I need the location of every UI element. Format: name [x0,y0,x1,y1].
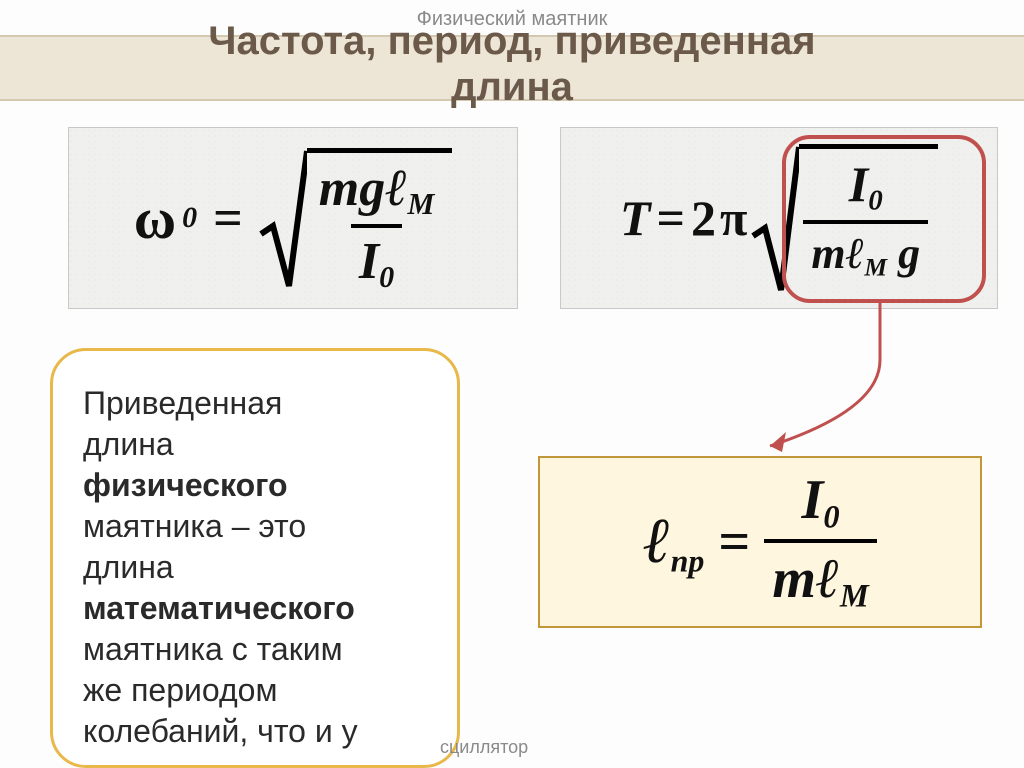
lpr-num-I-sub: 0 [823,500,839,536]
omega-fraction: mgℓM I0 [311,159,443,295]
lpr-eq: = [718,510,750,574]
lpr-fraction: I0 mℓM [764,468,876,615]
def-line1b: длина [83,426,174,462]
title-line-1: Частота, период, приведенная [208,19,815,63]
definition-box: Приведенная длина физического маятника –… [50,348,460,768]
def-line2: маятника – это [83,508,306,544]
page-title: Частота, период, приведенная длина [0,18,1024,110]
omega-num-m: m [319,160,359,217]
arrow-icon [740,300,900,460]
lpr-den-ell-sub: M [840,579,869,615]
omega-radical: mgℓM I0 [259,148,453,288]
formula-period: T = 2π I0 mℓM g [620,144,938,292]
footer-text: сциллятор [440,737,528,758]
lpr-num-I: I [802,469,824,531]
lpr-den-m: m [772,548,816,610]
lpr-ell: ℓ [643,505,670,576]
omega-num-ell-sub: M [407,187,434,221]
omega-den-I-sub: 0 [379,260,394,294]
T-pi: π [720,189,747,247]
omega-symbol: ω [134,185,176,252]
T-two: 2 [691,189,716,247]
def-line3: длина [83,549,174,585]
omega-sub: 0 [182,201,197,235]
def-line6: колебаний, что и у [83,713,358,749]
T-symbol: T [620,189,651,247]
T-eq: = [656,189,685,247]
definition-text: Приведенная длина физического маятника –… [83,383,427,752]
omega-den-I: I [359,233,379,290]
def-line1a: Приведенная [83,385,282,421]
formula-omega-box: ω0 = mgℓM I0 [68,127,518,309]
lpr-sub: np [671,543,705,579]
omega-num-g: g [359,160,385,217]
formula-period-box: T = 2π I0 mℓM g [560,127,998,309]
T-den-ell-sub: M [864,252,887,281]
formula-omega: ω0 = mgℓM I0 [134,148,453,288]
lpr-den-ell: ℓ [816,548,840,610]
def-bold2: математического [83,590,355,626]
formula-reduced-length: ℓnp = I0 mℓM [643,468,876,615]
title-line-2: длина [451,65,573,109]
T-radical: I0 mℓM g [751,144,938,292]
def-line4: маятника с таким [83,631,343,667]
def-bold1: физического [83,467,288,503]
T-num-I-sub: 0 [868,185,883,217]
T-num-I: I [849,156,868,212]
omega-num-ell: ℓ [385,160,407,217]
formula-reduced-length-box: ℓnp = I0 mℓM [538,456,982,628]
T-fraction: I0 mℓM g [803,155,928,282]
def-line5: же периодом [83,672,277,708]
T-den-ell: ℓ [846,229,865,278]
T-den-m: m [811,229,845,278]
omega-eq: = [213,189,243,248]
T-den-g: g [898,229,920,278]
